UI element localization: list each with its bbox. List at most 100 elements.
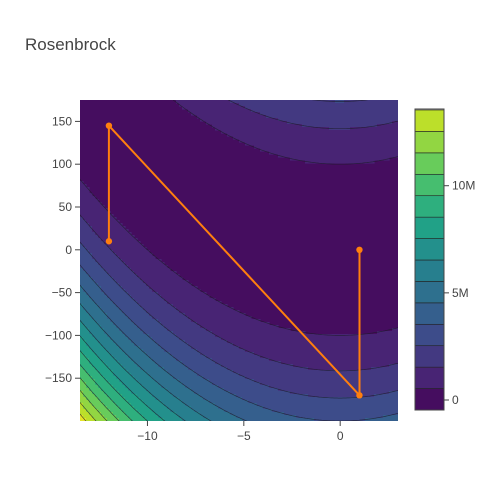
contour-band-cell bbox=[80, 184, 87, 188]
contour-band-cell bbox=[122, 382, 141, 386]
contour-band-cell bbox=[107, 334, 126, 338]
contour-band-cell bbox=[287, 121, 393, 125]
contour-band-cell bbox=[92, 364, 108, 368]
contour-band-cell bbox=[170, 352, 201, 356]
contour-band-cell bbox=[98, 262, 126, 266]
contour-band-cell bbox=[158, 364, 186, 368]
contour-band-cell bbox=[92, 316, 108, 320]
contour-band-cell bbox=[119, 379, 138, 383]
contour-band-cell bbox=[164, 325, 201, 329]
contour-band-cell bbox=[125, 385, 144, 389]
contour-band-cell bbox=[209, 418, 243, 421]
contour-band-cell bbox=[155, 412, 177, 416]
contour-band-cell bbox=[143, 415, 159, 419]
contour-band-cell bbox=[80, 346, 90, 350]
contour-band-cell bbox=[80, 325, 87, 329]
contour-band-cell bbox=[80, 277, 93, 281]
contour-band-cell bbox=[239, 373, 398, 377]
contour-band-cell bbox=[80, 370, 87, 374]
contour-band-cell bbox=[143, 307, 177, 311]
contour-band-cell bbox=[209, 379, 255, 383]
contour-band-cell bbox=[80, 385, 87, 389]
contour-band-cell bbox=[92, 334, 108, 338]
contour-band-cell bbox=[113, 277, 141, 281]
trace-layer bbox=[105, 122, 363, 399]
contour-band-cell bbox=[176, 358, 213, 362]
trace-line bbox=[107, 123, 361, 398]
contour-band-cell bbox=[104, 328, 120, 332]
y-tick-label: 100 bbox=[52, 157, 72, 171]
contour-band-cell bbox=[296, 415, 384, 419]
contour-band-cell bbox=[107, 313, 126, 317]
contour-band-cell bbox=[95, 406, 108, 410]
contour-band-cell bbox=[227, 367, 309, 371]
contour-band-cell bbox=[89, 313, 108, 317]
contour-band-cell bbox=[101, 412, 114, 416]
contour-band-cell bbox=[89, 361, 105, 365]
contour-band-cell bbox=[80, 235, 99, 239]
contour-band-cell bbox=[119, 406, 135, 410]
contour-band-cell bbox=[107, 295, 132, 299]
contour-band-cell bbox=[137, 301, 168, 305]
contour-band-cell bbox=[308, 394, 375, 398]
contour-band-cell bbox=[80, 334, 93, 338]
contour-band-cell bbox=[104, 346, 120, 350]
contour-band-cell bbox=[278, 118, 398, 122]
contour-band-cell bbox=[203, 415, 237, 419]
contour-band-cell bbox=[80, 337, 84, 341]
contour-band-cell bbox=[134, 322, 162, 326]
contour-band-cell bbox=[80, 301, 96, 305]
contour-band-cell bbox=[164, 367, 189, 371]
contour-band-cell bbox=[110, 247, 147, 251]
contour-band-cell bbox=[116, 325, 138, 329]
contour-band-cell bbox=[185, 313, 246, 317]
trace-point bbox=[105, 238, 113, 245]
contour-band-cell bbox=[104, 331, 123, 335]
contour-band-cell bbox=[98, 370, 114, 374]
contour-band-cell bbox=[80, 199, 99, 203]
contour-band-cell bbox=[83, 367, 96, 371]
y-tick-label: −50 bbox=[52, 286, 73, 300]
contour-band-cell bbox=[128, 400, 144, 404]
contour-line bbox=[80, 350, 149, 421]
contour-band-cell bbox=[80, 364, 93, 368]
contour-band-cell bbox=[161, 385, 186, 389]
contour-band-cell bbox=[152, 337, 180, 341]
contour-band-cell bbox=[98, 355, 114, 359]
contour-band-cell bbox=[389, 391, 398, 395]
contour-band-cell bbox=[113, 370, 129, 374]
contour-band-cell bbox=[293, 364, 390, 368]
contour-band-cell bbox=[80, 313, 90, 317]
contour-band-cell bbox=[308, 367, 372, 371]
contour-band-cell bbox=[218, 406, 264, 410]
contour-band-cell bbox=[101, 307, 120, 311]
contour-band-cell bbox=[236, 394, 309, 398]
contour-band-cell bbox=[212, 331, 306, 335]
contour-band-cell bbox=[197, 349, 246, 353]
contour-band-cell bbox=[152, 394, 174, 398]
contour-band-cell bbox=[107, 349, 123, 353]
contour-band-cell bbox=[191, 319, 261, 323]
contour-band-cell bbox=[110, 397, 126, 401]
contour-band-cell bbox=[104, 403, 117, 407]
contour-band-cell bbox=[149, 286, 198, 290]
contour-band-cell bbox=[179, 103, 240, 107]
contour-band-cell bbox=[200, 118, 279, 122]
contour-band-cell bbox=[200, 325, 279, 329]
contour-band-cell bbox=[80, 319, 96, 323]
contour-band-cell bbox=[224, 388, 279, 392]
contour-band-cell bbox=[269, 358, 398, 362]
contour-band-cell bbox=[83, 406, 96, 410]
contour-band-cell bbox=[167, 328, 207, 332]
contour-band-cell bbox=[89, 346, 105, 350]
contour-band-cell bbox=[179, 379, 210, 383]
contour-band-cell bbox=[230, 100, 336, 104]
contour-band-cell bbox=[248, 400, 398, 404]
contour-band-cell bbox=[83, 217, 117, 221]
contour-band-cell bbox=[80, 412, 90, 416]
contour-band-cell bbox=[113, 340, 132, 344]
contour-band-cell bbox=[203, 397, 243, 401]
contour-band-cell bbox=[188, 343, 234, 347]
contour-band-cell bbox=[239, 139, 398, 143]
contour-band-cell bbox=[149, 391, 171, 395]
